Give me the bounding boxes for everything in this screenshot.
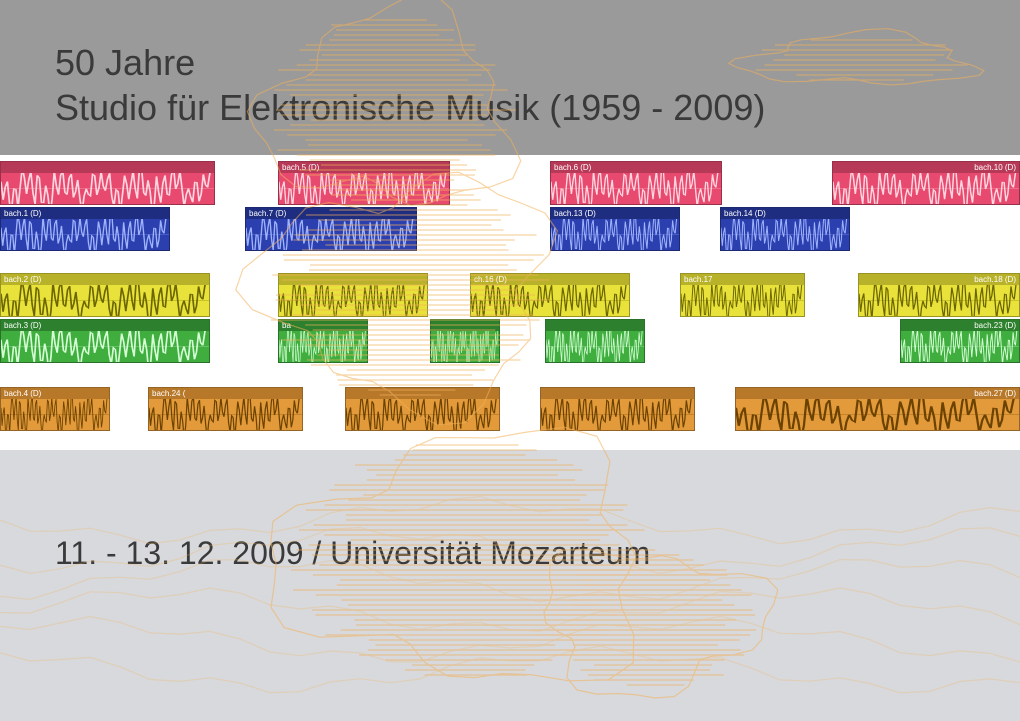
clip-label: bach.10 (D) xyxy=(833,162,1019,173)
title-line-1: 50 Jahre xyxy=(55,42,195,83)
clip-label xyxy=(279,274,427,285)
audio-clip xyxy=(540,387,695,431)
audio-clip xyxy=(430,319,500,363)
audio-clip xyxy=(545,319,645,363)
clip-label: bach.5 (D) xyxy=(279,162,449,173)
audio-clip: bach.10 (D) xyxy=(832,161,1020,205)
audio-clip xyxy=(345,387,500,431)
clip-label: bach.1 (D) xyxy=(1,208,169,219)
audio-clip: bach.14 (D) xyxy=(720,207,850,251)
audio-clip: bach.3 (D) xyxy=(0,319,210,363)
header-band: 50 Jahre Studio für Elektronische Musik … xyxy=(0,0,1020,155)
clip-label: bach.13 (D) xyxy=(551,208,679,219)
track-row: bach.4 (D) bach.24 ( bach.27 (D) xyxy=(0,387,1020,431)
audio-clip: bach.23 (D) xyxy=(900,319,1020,363)
track-row: bach.5 (D) bach.6 (D) bach.10 (D) xyxy=(0,161,1020,205)
track-row: bach.1 (D) bach.7 (D) bach.13 (D) bach.14 (… xyxy=(0,207,1020,251)
clip-label: bach.6 (D) xyxy=(551,162,721,173)
clip-label xyxy=(431,320,499,331)
clip-label: bach.23 (D) xyxy=(901,320,1019,331)
clip-label xyxy=(546,320,644,331)
audio-clip: bach.2 (D) xyxy=(0,273,210,317)
track-row: bach.2 (D) ch.16 (D) bach.17 bach.18 (D) xyxy=(0,273,1020,317)
audio-clip xyxy=(0,161,215,205)
clip-label xyxy=(1,162,214,173)
clip-label: bach.17 xyxy=(681,274,804,285)
clip-label: ba xyxy=(279,320,367,331)
clip-label: bach.14 (D) xyxy=(721,208,849,219)
audio-clip: bach.1 (D) xyxy=(0,207,170,251)
clip-label: bach.27 (D) xyxy=(736,388,1019,399)
audio-clip: ba xyxy=(278,319,368,363)
clip-label: bach.4 (D) xyxy=(1,388,109,399)
clip-label xyxy=(346,388,499,399)
clip-label: ch.16 (D) xyxy=(471,274,629,285)
event-date-venue: 11. - 13. 12. 2009 / Universität Mozarte… xyxy=(55,535,1020,572)
clip-label: bach.24 ( xyxy=(149,388,302,399)
audio-clip: bach.17 xyxy=(680,273,805,317)
clip-label: bach.7 (D) xyxy=(246,208,416,219)
audio-clip: bach.13 (D) xyxy=(550,207,680,251)
audio-clip: bach.18 (D) xyxy=(858,273,1020,317)
clip-label: bach.3 (D) xyxy=(1,320,209,331)
audio-clip: bach.6 (D) xyxy=(550,161,722,205)
clip-label: bach.18 (D) xyxy=(859,274,1019,285)
title-line-2: Studio für Elektronische Musik (1959 - 2… xyxy=(55,87,765,128)
audio-clip: bach.7 (D) xyxy=(245,207,417,251)
page-title: 50 Jahre Studio für Elektronische Musik … xyxy=(55,40,1020,130)
audio-clip: bach.24 ( xyxy=(148,387,303,431)
audio-clip xyxy=(278,273,428,317)
audio-clip: bach.4 (D) xyxy=(0,387,110,431)
audio-tracks-area: bach.5 (D) bach.6 (D) bach.10 (D) bach.1 (D… xyxy=(0,155,1020,450)
track-row: bach.3 (D) ba bach.23 (D) xyxy=(0,319,1020,363)
clip-label xyxy=(541,388,694,399)
audio-clip: bach.5 (D) xyxy=(278,161,450,205)
footer-band: 11. - 13. 12. 2009 / Universität Mozarte… xyxy=(0,450,1020,721)
audio-clip: bach.27 (D) xyxy=(735,387,1020,431)
clip-label: bach.2 (D) xyxy=(1,274,209,285)
audio-clip: ch.16 (D) xyxy=(470,273,630,317)
